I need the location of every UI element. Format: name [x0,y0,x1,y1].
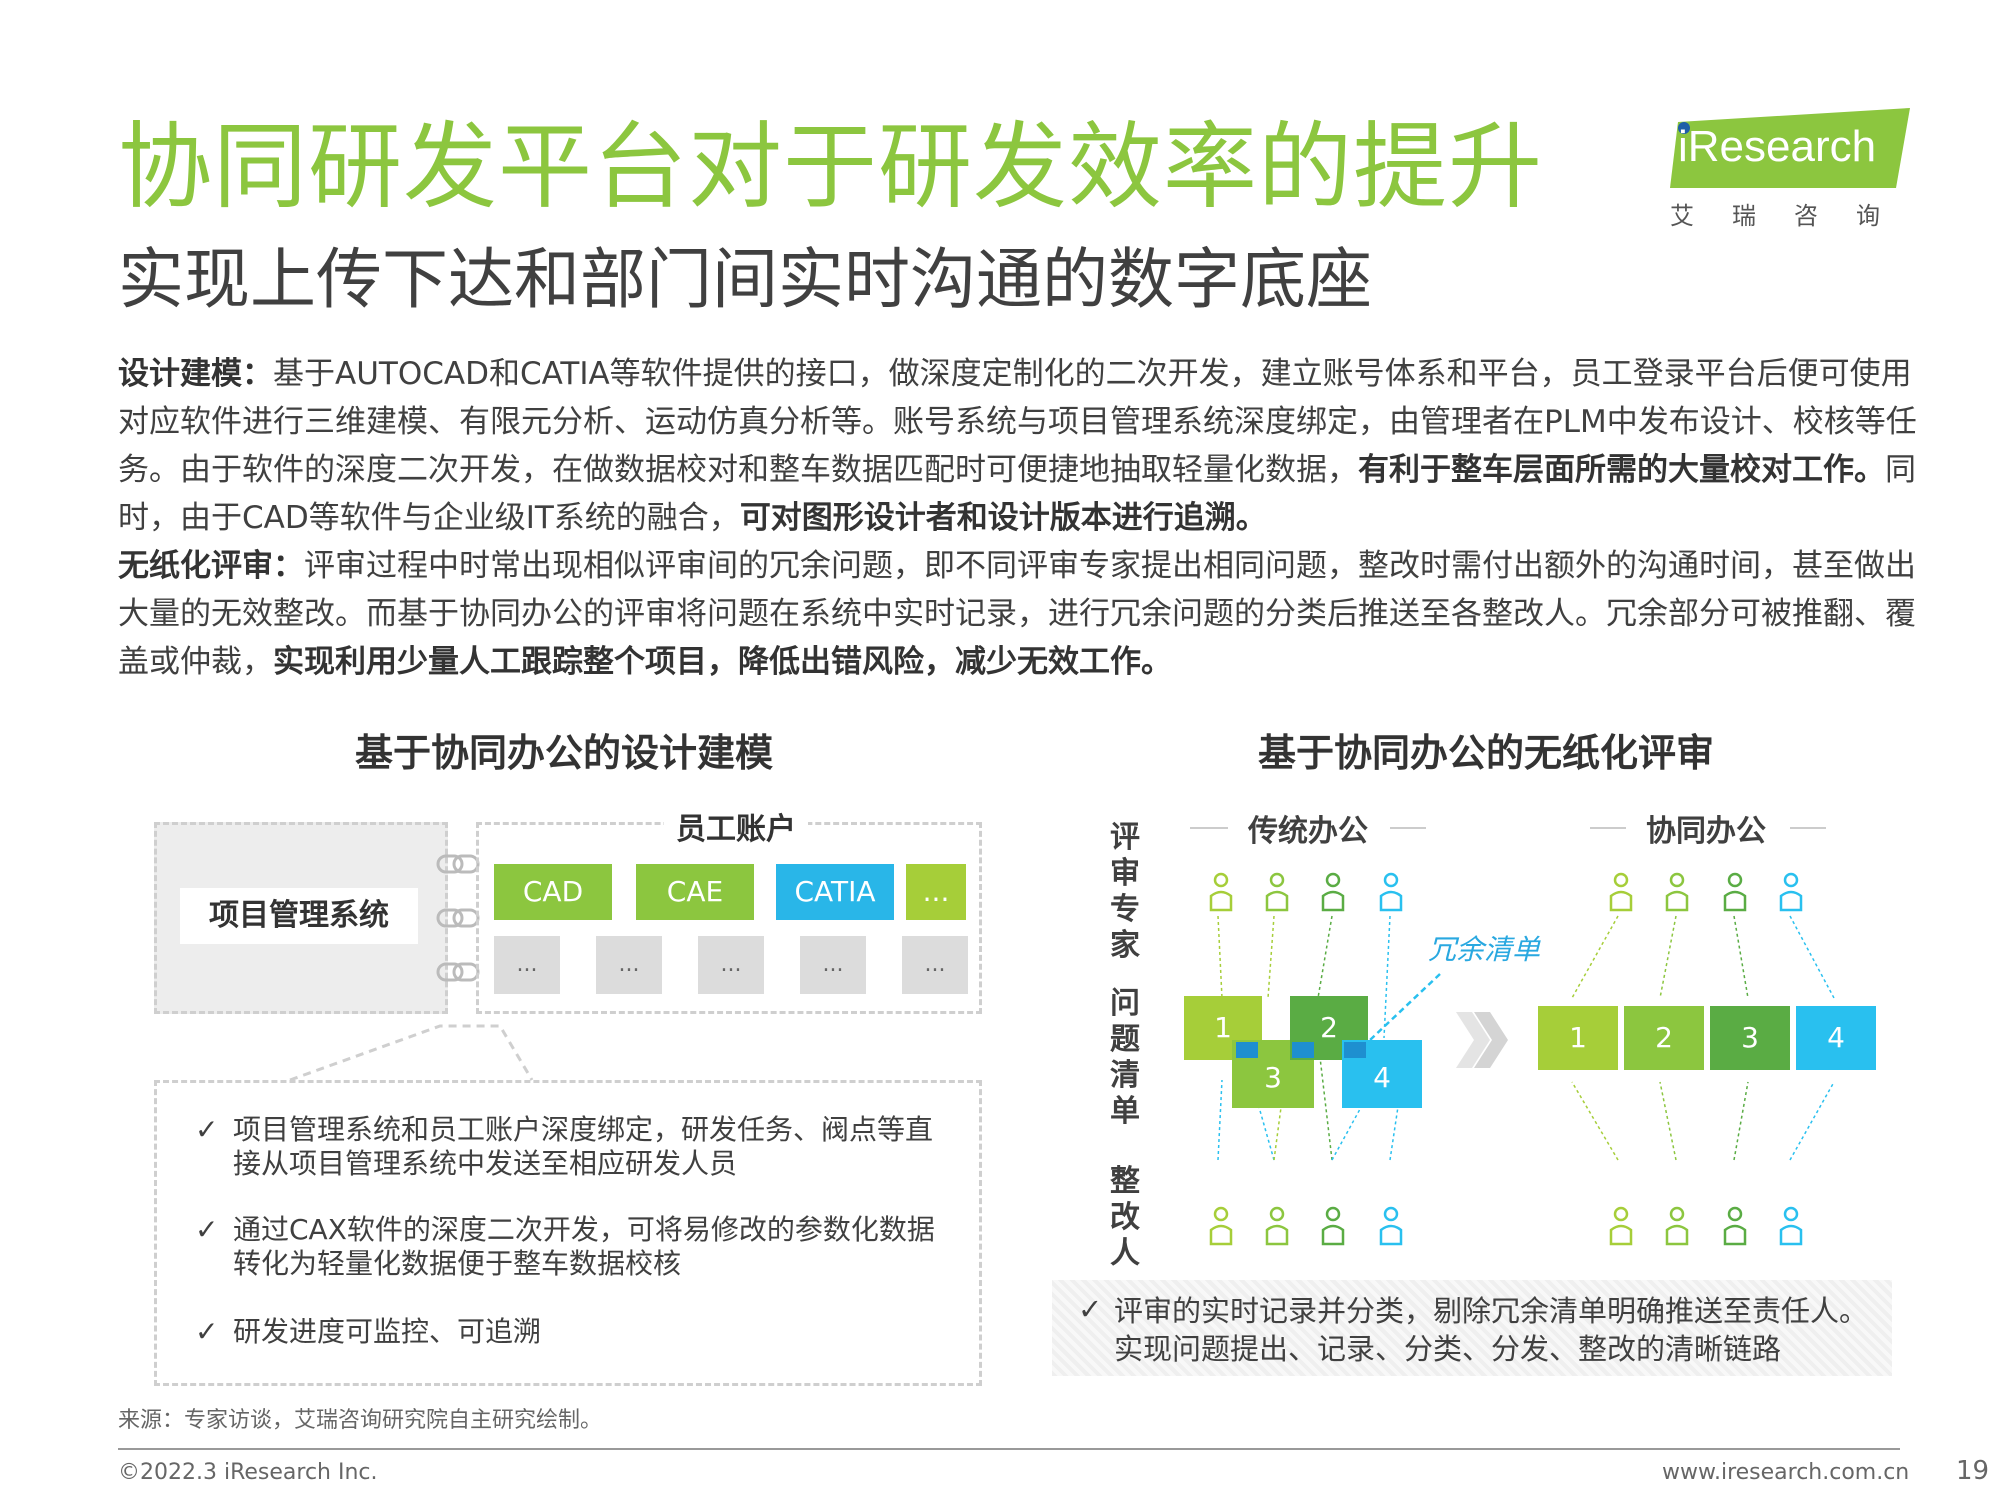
paragraph-design-modeling: 设计建模：基于AUTOCAD和CATIA等软件提供的接口，做深度定制化的二次开发… [118,350,1918,542]
fixer-person-icon [1779,1206,1803,1246]
fixer-person-icon [1665,1206,1689,1246]
traditional-office-label: 传统办公 [1248,814,1368,849]
checklist-text: 通过CAX软件的深度二次开发，可将易修改的参数化数据转化为轻量化数据便于整车数据… [233,1213,935,1280]
checklist-text: 项目管理系统和员工账户深度绑定，研发任务、阀点等直接从项目管理系统中发送至相应研… [233,1113,934,1180]
tool-cad: CAD [494,864,612,920]
highlight-1: 有利于整车层面所需的大量校对工作。 [1358,452,1885,488]
source-note: 来源：专家访谈，艾瑞咨询研究院自主研究绘制。 [118,1408,603,1433]
tool-catia: CATIA [776,864,894,920]
right-panel-heading: 基于协同办公的无纸化评审 [1258,731,1715,775]
placeholder-block: ... [698,936,764,994]
employee-account-title: 员工账户 [664,804,808,848]
page-subtitle: 实现上传下达和部门间实时沟通的数字底座 [118,241,1372,318]
reviewer-person-icon [1209,872,1233,912]
issue-box: 4 [1342,1040,1422,1108]
reviewer-person-icon [1265,872,1289,912]
tool-label: ... [922,875,950,908]
text-paperless-review: 评审过程中时常出现相似评审间的冗余问题，即不同评审专家提出相同问题，整改时需付出… [118,548,1916,680]
tool-label: CAE [666,875,724,908]
chain-link-icon [436,854,480,874]
highlight-2: 可对图形设计者和设计版本进行追溯。 [739,500,1267,536]
issue-box: 3 [1710,1006,1790,1070]
placeholder-block: ... [800,936,866,994]
footer-divider [118,1448,1900,1450]
fixer-person-icon [1379,1206,1403,1246]
review-conclusion: ✓ 评审的实时记录并分类，剔除冗余清单明确推送至责任人。实现问题提出、记录、分类… [1052,1280,1892,1376]
chevron-right-icon [1456,1012,1508,1068]
check-icon: ✓ [195,1213,219,1246]
paragraph-paperless-review: 无纸化评审：评审过程中时常出现相似评审间的冗余问题，即不同评审专家提出相同问题，… [118,542,1918,686]
issue-box: 4 [1796,1006,1876,1070]
issue-box: 1 [1538,1006,1618,1070]
logo-flag-shape [1670,108,1910,188]
tool-cae: CAE [636,864,754,920]
collaborative-office-label: 协同办公 [1646,814,1766,849]
issue-box: 2 [1624,1006,1704,1070]
reviewer-person-icon [1609,872,1633,912]
tool-label: CATIA [794,875,876,908]
label-design-modeling: 设计建模： [118,356,273,392]
project-management-label: 项目管理系统 [180,888,418,944]
section-divider-lines [1190,827,1826,829]
page-number: 19 [1956,1456,1990,1486]
placeholder-block: ... [596,936,662,994]
logo-wordmark: iResearch [1678,122,1877,171]
reviewer-person-icon [1723,872,1747,912]
fixer-person-icon [1265,1206,1289,1246]
redundant-list-label: 冗余清单 [1428,933,1541,966]
placeholder-block: ... [902,936,968,994]
text-design-modeling: 基于AUTOCAD和CATIA等软件提供的接口，做深度定制化的二次开发，建立账号… [118,356,1917,488]
design-checklist: ✓ 项目管理系统和员工账户深度绑定，研发任务、阀点等直接从项目管理系统中发送至相… [154,1080,982,1386]
row-label-fixers: 整改人 [1110,1164,1140,1271]
body-text: 设计建模：基于AUTOCAD和CATIA等软件提供的接口，做深度定制化的二次开发… [118,350,1918,686]
check-icon: ✓ [1078,1292,1103,1326]
chain-link-icon [436,908,480,928]
chain-link-icon [436,962,480,982]
overlap-marker [1236,1042,1258,1058]
copyright: ©2022.3 iResearch Inc. [118,1460,378,1485]
left-panel-heading: 基于协同办公的设计建模 [355,731,774,775]
conclusion-text: 评审的实时记录并分类，剔除冗余清单明确推送至责任人。实现问题提出、记录、分类、分… [1114,1294,1869,1366]
logo-chinese: 艾瑞咨询 [1670,202,1918,230]
highlight-3: 实现利用少量人工跟踪整个项目，降低出错风险，减少无效工作。 [273,644,1172,680]
fixer-person-icon [1723,1206,1747,1246]
website: www.iresearch.com.cn [1662,1460,1910,1485]
fixer-person-icon [1609,1206,1633,1246]
review-flow-lines [1217,915,1835,1161]
overlap-marker [1292,1042,1314,1058]
checklist-text: 研发进度可监控、可追溯 [233,1315,542,1348]
callout-connector [289,1024,534,1082]
reviewer-person-icon [1379,872,1403,912]
reviewer-person-icon [1779,872,1803,912]
row-label-reviewers: 评审专家 [1110,820,1140,963]
reviewer-person-icon [1665,872,1689,912]
placeholder-block: ... [494,936,560,994]
reviewer-person-icon [1321,872,1345,912]
check-icon: ✓ [195,1315,219,1348]
row-label-issue-list: 问题清单 [1110,986,1140,1129]
fixer-person-icon [1209,1206,1233,1246]
page-title: 协同研发平台对于研发效率的提升 [118,113,1544,222]
tool-more: ... [906,864,966,920]
text-design-modeling-2: 同时，由于CAD等软件与企业级IT系统的融合， [118,452,1916,536]
label-paperless-review: 无纸化评审： [118,548,304,584]
tool-label: CAD [522,875,584,908]
iresearch-logo: iResearch 艾瑞咨询 [1660,108,1910,230]
overlap-marker [1344,1042,1366,1058]
fixer-person-icon [1321,1206,1345,1246]
check-icon: ✓ [195,1113,219,1146]
